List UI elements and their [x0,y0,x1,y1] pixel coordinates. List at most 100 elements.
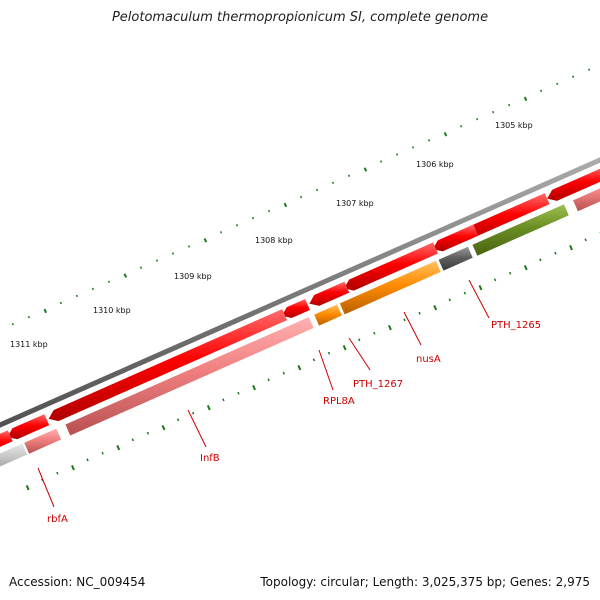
accession-text: Accession: NC_009454 [9,575,146,589]
gene-feature [65,317,314,436]
kbp-label: 1309 kbp [174,272,212,281]
cds-feature [281,298,310,319]
tick-mark [569,244,573,251]
tick-mark [492,110,495,114]
tick-mark [342,344,347,351]
gene-feature [24,428,62,454]
tick-mark [554,251,557,255]
tick-mark [91,287,95,291]
tick-mark [56,471,59,475]
tick-mark [476,117,479,121]
tick-mark [222,398,225,402]
tick-mark [523,96,528,102]
tick-mark [219,231,223,234]
tick-mark [395,153,399,156]
cds-feature [48,309,288,422]
gene-label: rbfA [47,514,68,525]
tick-mark [403,318,406,322]
tick-mark [443,131,448,137]
cds-feature [547,168,600,201]
cds-feature [0,430,13,447]
kbp-labels: 1305 kbp 1306 kbp 1307 kbp 1308 kbp 1309 kbp… [10,121,533,349]
gene-labels: PTH_1265 nusA PTH_1267 RPL8A InfB rbfA [37,279,541,525]
tick-mark [379,160,383,163]
tick-mark [363,167,368,172]
tick-mark [71,464,75,471]
tick-mark [312,358,316,362]
tick-marks-inner [25,232,600,491]
tick-mark [299,195,303,199]
tick-mark [107,280,111,284]
leader-line [348,337,371,371]
cds-feature [7,414,50,440]
map-title: Pelotomaculum thermopropionicum SI, comp… [111,10,489,25]
tick-mark [75,294,78,298]
tick-mark [418,311,421,315]
tick-mark [584,238,587,242]
tick-mark [161,424,166,431]
tick-mark [86,458,89,462]
tick-mark [25,484,30,491]
gene-label: PTH_1265 [491,320,541,331]
gene-label: nusA [416,354,441,365]
tick-mark [540,89,543,93]
tick-mark [252,384,257,391]
kbp-label: 1305 kbp [495,121,533,130]
leader-line [37,467,55,508]
tick-mark [27,315,30,319]
tick-mark [43,308,48,314]
tick-mark [251,216,255,220]
gene-feature [339,260,441,315]
cds-feature [344,242,439,291]
tick-mark [508,271,512,275]
kbp-label: 1308 kbp [255,236,293,245]
tick-mark [146,431,150,435]
tick-mark [171,252,175,255]
tick-mark [347,174,351,177]
tick-mark [508,103,511,107]
tick-mark [206,404,211,411]
tick-mark [433,304,438,311]
gene-feature [472,204,569,256]
tick-mark [315,188,319,192]
tick-mark [187,245,191,248]
kbp-label: 1306 kbp [416,160,454,169]
gene-label: RPL8A [323,396,355,407]
tick-mark [139,266,143,269]
gene-feature [438,246,473,271]
leader-line [318,349,334,391]
gene-feature [0,443,28,467]
backbone-line [0,157,600,428]
tick-mark [463,291,467,295]
leader-line [403,311,422,346]
tick-mark [267,209,271,213]
gene-label: PTH_1267 [353,379,403,390]
tick-mark [59,301,62,305]
tick-mark [237,391,240,395]
tick-mark [41,478,44,482]
tick-mark [327,351,331,355]
tick-mark [523,264,528,271]
tick-mark [588,68,591,71]
leader-line [468,279,490,319]
tick-mark [176,418,180,422]
tick-mark [411,146,415,149]
tick-mark [283,202,288,208]
tick-mark [297,364,302,371]
tick-mark [387,324,392,331]
tick-mark [155,259,159,262]
tick-mark [123,273,128,278]
topology-text: Topology: circular; Length: 3,025,375 bp… [260,575,590,589]
tick-mark [539,258,542,262]
tick-mark [282,371,285,375]
tick-mark [203,238,208,243]
tick-marks-outer [11,68,591,326]
cds-feature [455,193,550,242]
tick-mark [358,338,361,342]
tick-mark [131,438,135,442]
tick-mark [373,331,376,335]
kbp-label: 1310 kbp [93,306,131,315]
tick-mark [493,278,497,282]
cds-feature [309,281,350,306]
